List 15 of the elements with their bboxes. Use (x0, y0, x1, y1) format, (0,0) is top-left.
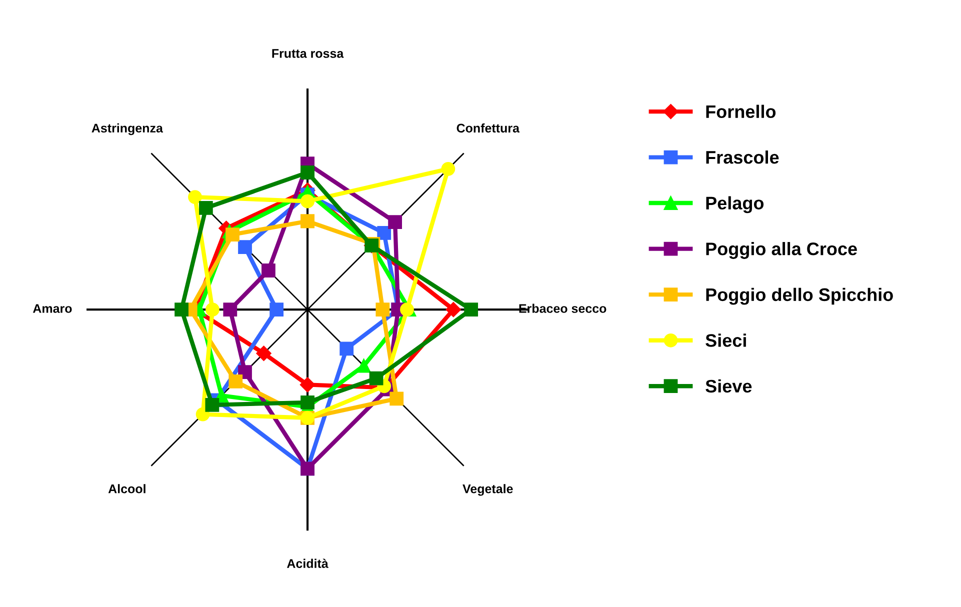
spoke-label: Frutta rossa (272, 49, 344, 58)
spoke-label: Acidità (286, 558, 328, 568)
legend-label: Fornello (706, 104, 776, 118)
legend-label: Poggio dello Spicchio (706, 288, 893, 305)
legend-label: Frascole (706, 150, 779, 164)
legend-label: Sieci (706, 334, 746, 347)
spoke-label: Amaro (32, 304, 72, 313)
spoke-label: Vegetale (462, 484, 513, 496)
spoke-label: Alcool (108, 484, 146, 494)
spoke-label: Erbaceo secco (519, 304, 606, 313)
legend-label: Poggio alla Croce (706, 242, 857, 259)
spoke-label: Confettura (456, 123, 520, 133)
legend-label: Sieve (706, 379, 752, 393)
spoke-label: Astringenza (92, 123, 164, 136)
legend-label: Pelago (706, 196, 764, 214)
